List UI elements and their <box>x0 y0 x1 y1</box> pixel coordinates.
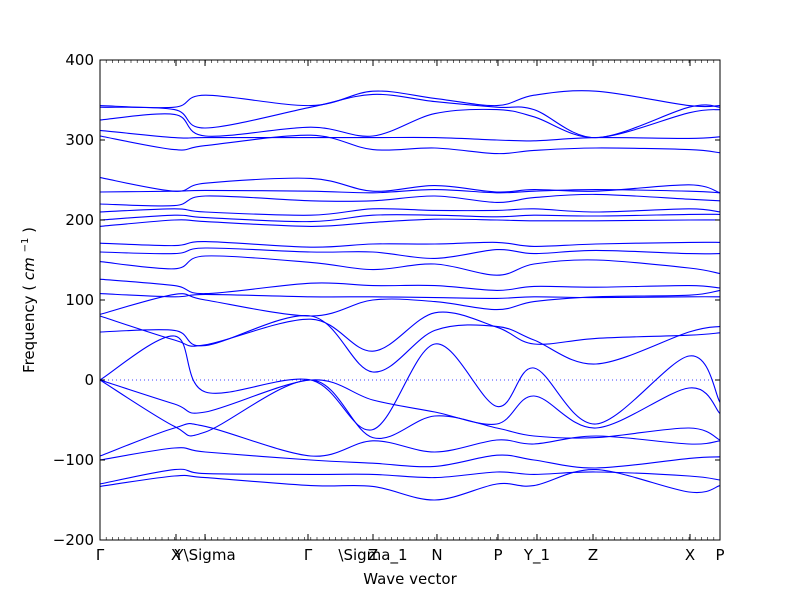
band-line-18 <box>99 311 721 352</box>
band-line-9 <box>99 208 721 216</box>
band-series-group <box>99 90 721 501</box>
y-axis-label-exp: −1 <box>20 238 31 253</box>
x-axis-ticks: Γ XY\Sigma Γ Z\Sigma_1 N P Y_1 Z X P <box>96 60 725 565</box>
band-line-11 <box>99 218 721 227</box>
x-minor-ticks <box>105 60 715 540</box>
y-tick-label: 100 <box>65 291 94 309</box>
band-line-5 <box>99 134 721 155</box>
x-tick-label: N <box>431 546 442 564</box>
band-line-2 <box>99 93 721 139</box>
band-line-14 <box>99 255 721 276</box>
x-tick-label: \Sigma_1 <box>338 546 407 565</box>
y-axis-label: Frequency ( cm −1 ) <box>14 227 38 373</box>
x-tick-label: Z <box>588 546 598 564</box>
x-tick-label: Γ <box>96 546 105 564</box>
band-line-4 <box>99 129 721 142</box>
band-line-13 <box>99 247 721 259</box>
band-line-17 <box>99 289 721 317</box>
band-line-8 <box>99 193 721 207</box>
x-tick-label: P <box>493 546 502 564</box>
band-line-3 <box>99 108 721 139</box>
x-axis-label: Wave vector <box>363 570 457 588</box>
y-axis-label-open: ( <box>20 285 38 291</box>
y-tick-label: 200 <box>65 211 94 229</box>
band-line-23 <box>99 423 721 457</box>
x-tick-label: P <box>715 546 724 564</box>
band-line-7 <box>99 189 721 194</box>
band-line-20 <box>99 335 721 431</box>
band-line-10 <box>99 213 721 223</box>
band-line-24 <box>99 447 721 469</box>
y-tick-label: 400 <box>65 51 94 69</box>
x-tick-label: Y\Sigma <box>173 546 235 564</box>
band-line-25 <box>99 468 721 485</box>
y-tick-label: −100 <box>53 451 94 469</box>
x-tick-label: Y_1 <box>523 546 550 565</box>
y-axis-label-text: Frequency <box>20 295 38 373</box>
y-axis-label-close: ) <box>20 227 38 233</box>
band-line-21 <box>99 379 721 429</box>
band-line-26 <box>99 469 721 501</box>
y-axis-ticks: −200 −100 0 100 200 300 400 <box>53 51 720 549</box>
y-tick-label: −200 <box>53 531 94 549</box>
y-tick-label: 0 <box>84 371 94 389</box>
band-line-12 <box>99 241 721 248</box>
band-line-6 <box>99 177 721 194</box>
x-tick-label: X <box>171 546 181 564</box>
y-axis-label-unit: cm <box>20 257 38 280</box>
band-line-1 <box>99 90 721 109</box>
x-tick-label: Z <box>368 546 378 564</box>
band-line-15 <box>99 278 721 295</box>
band-line-16 <box>99 293 721 299</box>
x-tick-label: Γ <box>304 546 313 564</box>
x-tick-label: X <box>685 546 695 564</box>
band-line-19 <box>99 315 721 373</box>
band-line-22 <box>99 379 721 441</box>
y-tick-label: 300 <box>65 131 94 149</box>
